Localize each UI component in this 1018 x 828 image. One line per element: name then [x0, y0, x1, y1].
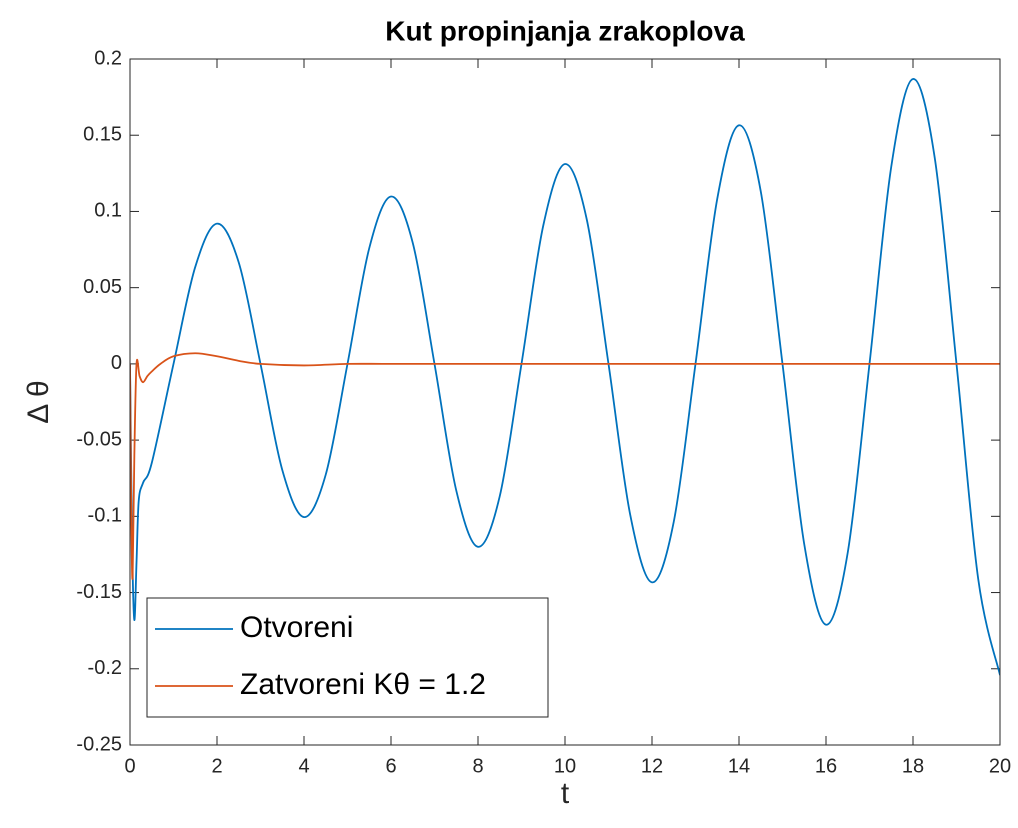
y-tick-label: 0: [111, 352, 122, 374]
y-tick-label: 0.2: [94, 47, 122, 69]
x-tick-label: 0: [124, 755, 135, 777]
y-tick-label: -0.25: [76, 733, 122, 755]
y-tick-label: 0.05: [83, 276, 122, 298]
x-tick-label: 2: [211, 755, 222, 777]
series-line: [130, 78, 1000, 676]
x-axis-label: t: [561, 777, 570, 810]
axes-box: [129, 58, 1001, 746]
legend-box: [146, 597, 549, 718]
y-tick-label: -0.1: [88, 505, 122, 527]
x-tick-label: 20: [989, 755, 1011, 777]
legend-label: Otvoreni: [240, 611, 353, 644]
y-tick-label: -0.05: [76, 428, 122, 450]
x-tick-label: 16: [815, 755, 837, 777]
y-tick-label: 0.1: [94, 200, 122, 222]
x-tick-label: 18: [902, 755, 924, 777]
y-tick-label: 0.15: [83, 124, 122, 146]
x-tick-label: 14: [728, 755, 750, 777]
y-tick-label: -0.15: [76, 581, 122, 603]
x-tick-label: 12: [641, 755, 663, 777]
x-tick-label: 6: [385, 755, 396, 777]
y-axis-label: Δ θ: [22, 380, 55, 423]
x-tick-label: 10: [554, 755, 576, 777]
series-line: [130, 352, 1000, 580]
x-tick-label: 4: [298, 755, 309, 777]
legend-label: Zatvoreni Kθ = 1.2: [240, 668, 486, 701]
chart-title: Kut propinjanja zrakoplova: [385, 15, 745, 46]
y-tick-label: -0.2: [88, 657, 122, 679]
x-tick-label: 8: [472, 755, 483, 777]
